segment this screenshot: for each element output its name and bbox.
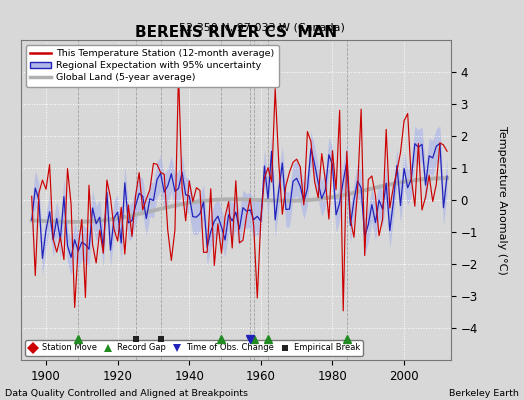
Legend: Station Move, Record Gap, Time of Obs. Change, Empirical Break: Station Move, Record Gap, Time of Obs. C… (25, 340, 363, 356)
Title: BERENS RIVER CS  MAN: BERENS RIVER CS MAN (135, 25, 337, 40)
Text: Berkeley Earth: Berkeley Earth (449, 389, 519, 398)
Text: Data Quality Controlled and Aligned at Breakpoints: Data Quality Controlled and Aligned at B… (5, 389, 248, 398)
Text: 52.350 N, 97.033 W (Canada): 52.350 N, 97.033 W (Canada) (179, 22, 345, 32)
Y-axis label: Temperature Anomaly (°C): Temperature Anomaly (°C) (497, 126, 507, 274)
